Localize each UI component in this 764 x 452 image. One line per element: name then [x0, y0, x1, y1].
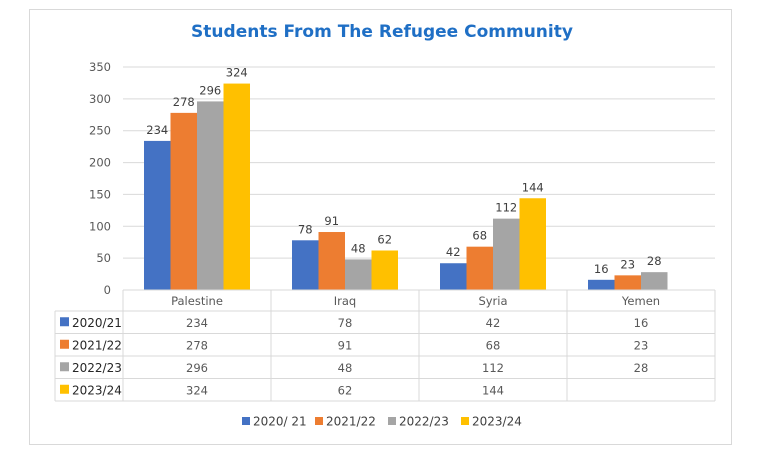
bar	[144, 140, 171, 290]
x-category-label: Iraq	[334, 294, 356, 308]
table-cell: 91	[338, 338, 353, 352]
table-legend-key	[60, 317, 69, 327]
bar	[292, 240, 319, 290]
bar	[493, 218, 520, 290]
y-tick-label: 200	[89, 156, 111, 170]
table-cell: 234	[186, 316, 208, 330]
data-label: 324	[226, 66, 248, 80]
legend-label: 2020/ 21	[253, 415, 307, 429]
y-tick-label: 350	[89, 60, 111, 74]
table-cell: 112	[482, 361, 504, 375]
table-cell: 78	[338, 316, 353, 330]
bar	[466, 246, 493, 290]
data-label: 42	[446, 245, 461, 259]
data-label: 278	[173, 95, 195, 109]
data-label: 23	[620, 257, 635, 271]
data-label: 62	[377, 232, 392, 246]
legend-swatch	[388, 417, 396, 425]
data-label: 144	[522, 180, 544, 194]
table-row-header: 2022/23	[72, 361, 122, 375]
data-label: 68	[472, 229, 487, 243]
legend-label: 2023/24	[472, 415, 522, 429]
table-cell: 48	[338, 361, 353, 375]
data-label: 296	[199, 83, 221, 97]
data-label: 78	[298, 222, 313, 236]
table-cell: 23	[634, 338, 649, 352]
chart-title: Students From The Refugee Community	[191, 22, 573, 42]
data-label: 91	[324, 214, 339, 228]
legend-label: 2021/22	[326, 415, 376, 429]
x-category-label: Palestine	[171, 294, 223, 308]
table-cell: 296	[186, 361, 208, 375]
bar	[614, 275, 641, 290]
legend-swatch	[315, 417, 323, 425]
legend-swatch	[461, 417, 469, 425]
bar	[440, 263, 467, 290]
bar	[345, 259, 372, 290]
bar	[371, 250, 398, 290]
bar	[318, 232, 345, 290]
legend-swatch	[242, 417, 250, 425]
bar	[170, 112, 197, 290]
bar	[519, 198, 546, 290]
y-tick-label: 300	[89, 92, 111, 106]
table-cell: 62	[338, 383, 353, 397]
data-label: 28	[647, 254, 662, 268]
data-label: 112	[495, 201, 517, 215]
y-tick-label: 0	[104, 283, 111, 297]
table-row-header: 2021/22	[72, 338, 122, 352]
table-cell: 28	[634, 361, 649, 375]
table-cell: 42	[486, 316, 501, 330]
table-cell: 68	[486, 338, 501, 352]
x-category-label: Yemen	[621, 294, 660, 308]
table-cell: 16	[634, 316, 649, 330]
y-tick-label: 50	[96, 251, 111, 265]
y-tick-label: 150	[89, 187, 111, 201]
bar	[197, 101, 224, 290]
data-label: 48	[351, 241, 366, 255]
bar	[641, 272, 668, 290]
table-row-header: 2020/21	[72, 316, 122, 330]
table-legend-key	[60, 384, 69, 394]
y-tick-label: 250	[89, 124, 111, 138]
table-cell: 324	[186, 383, 208, 397]
legend-label: 2022/23	[399, 415, 449, 429]
table-cell: 144	[482, 383, 504, 397]
y-tick-label: 100	[89, 219, 111, 233]
bar	[588, 279, 615, 290]
bar	[223, 83, 250, 291]
table-row-header: 2023/24	[72, 383, 122, 397]
table-legend-key	[60, 339, 69, 349]
table-cell: 278	[186, 338, 208, 352]
data-label: 234	[146, 123, 168, 137]
x-category-label: Syria	[478, 294, 507, 308]
data-label: 16	[594, 262, 609, 276]
table-legend-key	[60, 362, 69, 372]
